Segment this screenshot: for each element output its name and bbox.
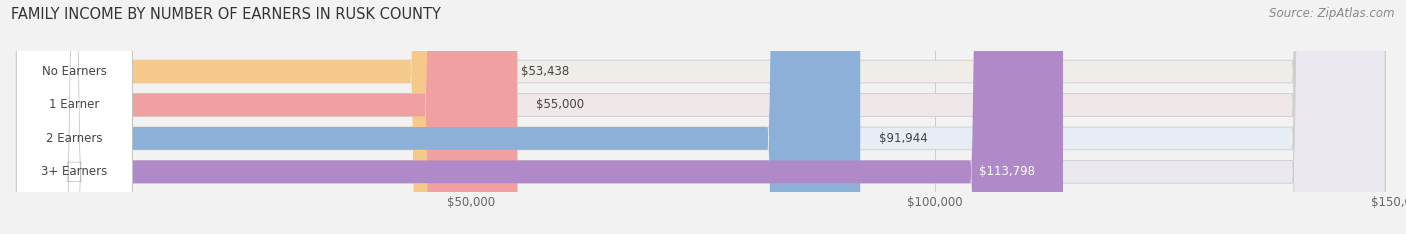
FancyBboxPatch shape [21, 0, 503, 234]
Text: FAMILY INCOME BY NUMBER OF EARNERS IN RUSK COUNTY: FAMILY INCOME BY NUMBER OF EARNERS IN RU… [11, 7, 441, 22]
Text: $53,438: $53,438 [522, 65, 569, 78]
Text: $91,944: $91,944 [879, 132, 928, 145]
FancyBboxPatch shape [17, 0, 132, 234]
FancyBboxPatch shape [21, 0, 1063, 234]
FancyBboxPatch shape [17, 0, 132, 234]
FancyBboxPatch shape [21, 0, 517, 234]
Text: 3+ Earners: 3+ Earners [41, 165, 107, 178]
FancyBboxPatch shape [21, 0, 1385, 234]
FancyBboxPatch shape [21, 0, 1385, 234]
Text: $113,798: $113,798 [979, 165, 1035, 178]
FancyBboxPatch shape [17, 0, 132, 234]
Text: Source: ZipAtlas.com: Source: ZipAtlas.com [1270, 7, 1395, 20]
Text: No Earners: No Earners [42, 65, 107, 78]
Text: 1 Earner: 1 Earner [49, 99, 100, 111]
Text: $55,000: $55,000 [536, 99, 583, 111]
FancyBboxPatch shape [21, 0, 860, 234]
Text: 2 Earners: 2 Earners [46, 132, 103, 145]
FancyBboxPatch shape [21, 0, 1385, 234]
FancyBboxPatch shape [17, 0, 132, 234]
FancyBboxPatch shape [21, 0, 1385, 234]
